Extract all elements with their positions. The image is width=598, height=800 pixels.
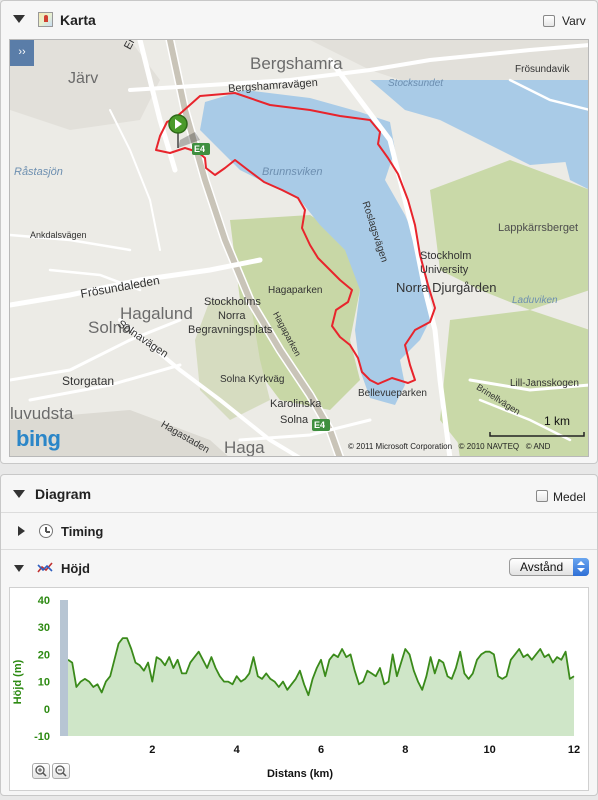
water-stocksundet xyxy=(370,80,588,165)
zoom-out-button[interactable] xyxy=(52,763,70,779)
label-haga: Haga xyxy=(224,438,265,457)
cemetery xyxy=(195,300,270,420)
e4-shield-bottom xyxy=(312,419,330,431)
map-canvas xyxy=(10,40,588,456)
elevation-chart-svg: 40 30 20 10 0 -10 2 4 6 8 10 12 xyxy=(34,595,580,756)
label-e4b: E4 xyxy=(314,420,326,430)
park-hagaparken xyxy=(230,215,360,410)
zoom-in-button[interactable] xyxy=(32,763,50,779)
medel-checkbox[interactable] xyxy=(536,490,548,502)
elevation-area xyxy=(68,638,574,736)
label-lappkarrsberget: Lappkärrsberget xyxy=(498,222,579,234)
y-tick-label: 30 xyxy=(38,622,50,634)
start-pin-icon xyxy=(168,114,200,148)
label-karolinska: Karolinska xyxy=(270,398,322,410)
label-norra-djurgarden: Norra Djurgården xyxy=(396,280,497,295)
varv-checkbox[interactable] xyxy=(543,15,555,27)
map-view[interactable]: Bergshamra Bergshamravägen Stocksundet J… xyxy=(9,39,589,457)
label-university: University xyxy=(420,264,469,276)
e4-shield-top xyxy=(192,143,210,155)
expand-triangle-icon[interactable] xyxy=(18,526,25,536)
collapse-triangle-icon[interactable] xyxy=(13,490,25,498)
label-norra: Norra xyxy=(218,310,246,322)
x-tick-label: 4 xyxy=(234,744,241,756)
y-tick-label: -10 xyxy=(34,731,50,743)
x-axis-select-value: Avstånd xyxy=(520,560,564,574)
timing-label: Timing xyxy=(61,524,104,539)
label-bellevueparken: Bellevueparken xyxy=(358,388,427,399)
label-stockholm: Stockholm xyxy=(420,250,472,262)
collapse-triangle-icon[interactable] xyxy=(14,565,24,572)
label-huvudsta: luvudsta xyxy=(10,404,74,423)
varv-label: Varv xyxy=(562,14,586,28)
elevation-graph-icon xyxy=(37,562,53,573)
y-axis-label: Höjd (m) xyxy=(12,659,24,705)
label-lill-janskogen: Lill-Jansskogen xyxy=(510,378,579,389)
zoom-out-icon xyxy=(55,765,67,777)
y-axis-band xyxy=(60,600,68,736)
label-solna: Solna xyxy=(88,318,132,337)
bing-logo: bing xyxy=(16,426,61,451)
label-jar: Järv xyxy=(68,70,99,87)
label-hagalund: Hagalund xyxy=(120,304,193,323)
label-bergshamra: Bergshamra xyxy=(250,54,343,73)
label-stockholms: Stockholms xyxy=(204,296,261,308)
x-axis-select[interactable]: Avstånd xyxy=(509,558,589,576)
label-e4: E4 xyxy=(194,144,206,154)
x-tick-label: 10 xyxy=(484,744,496,756)
scale-label: 1 km xyxy=(544,414,571,428)
label-karolinska-solna: Solna xyxy=(280,414,309,426)
medel-label: Medel xyxy=(553,490,586,504)
label-storgatan: Storgatan xyxy=(62,374,115,388)
y-tick-label: 20 xyxy=(38,649,50,661)
park-lappkarrsberget xyxy=(430,160,588,310)
y-tick-label: 10 xyxy=(38,677,50,689)
scale-bar xyxy=(489,432,585,437)
karta-header[interactable]: Karta Varv xyxy=(1,1,597,37)
karta-panel: Karta Varv xyxy=(0,0,598,464)
x-tick-label: 12 xyxy=(568,744,580,756)
label-annedalsvagen: Ankdalsvägen xyxy=(30,230,87,240)
collapse-triangle-icon[interactable] xyxy=(13,15,25,23)
route-line xyxy=(155,92,436,385)
label-begravningsplats: Begravningsplats xyxy=(188,324,273,336)
label-solna-kyrkvag: Solna Kyrkväg xyxy=(220,374,285,385)
hojd-label: Höjd xyxy=(61,561,90,576)
clock-icon xyxy=(39,524,53,538)
diagram-panel: Diagram Medel Timing Höjd Avstånd 40 30 20… xyxy=(0,474,598,796)
y-tick-label: 0 xyxy=(44,704,50,716)
select-arrows-icon xyxy=(573,558,589,576)
hojd-row[interactable]: Höjd xyxy=(1,549,597,585)
copyright-text: © 2011 Microsoft Corporation © 2010 NAVT… xyxy=(348,442,551,451)
label-stocksundet: Stocksundet xyxy=(388,78,444,89)
y-axis-label-wrap: Höjd (m) xyxy=(8,636,28,736)
label-laduviken: Laduviken xyxy=(512,295,558,306)
elevation-line xyxy=(67,637,575,697)
water-brunnsviken xyxy=(200,90,430,405)
diagram-title: Diagram xyxy=(35,486,92,502)
map-expand-button[interactable]: ›› xyxy=(10,40,34,66)
label-rastasjon: Råstasjön xyxy=(14,166,63,178)
label-top-right-road: Frösundavik xyxy=(515,64,570,75)
y-tick-label: 40 xyxy=(38,595,50,607)
zoom-in-icon xyxy=(35,765,47,777)
label-brunnsviken: Brunnsviken xyxy=(262,166,323,178)
timing-row[interactable]: Timing xyxy=(1,512,597,548)
label-hagaparken: Hagaparken xyxy=(268,285,323,296)
karta-title: Karta xyxy=(60,12,96,28)
x-tick-label: 8 xyxy=(402,744,408,756)
x-axis-label: Distans (km) xyxy=(266,768,334,780)
diagram-header[interactable]: Diagram Medel xyxy=(1,475,597,511)
elevation-chart[interactable]: 40 30 20 10 0 -10 2 4 6 8 10 12 Höjd (m) Distans (… xyxy=(9,587,589,791)
x-tick-label: 2 xyxy=(149,744,155,756)
map-icon xyxy=(38,12,53,27)
x-tick-label: 6 xyxy=(318,744,324,756)
